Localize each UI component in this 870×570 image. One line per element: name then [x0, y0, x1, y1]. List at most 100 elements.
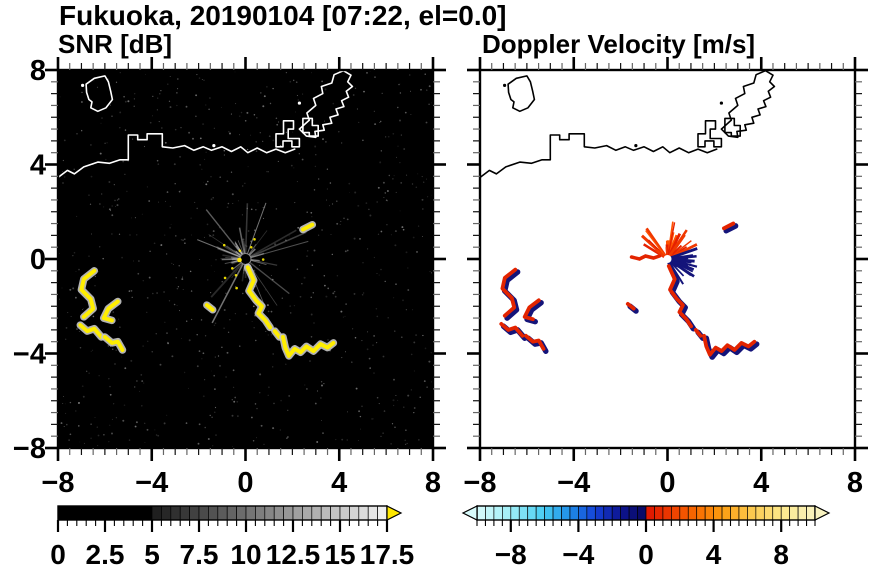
- speckle-dot: [255, 141, 257, 143]
- colorbar-cell: [679, 505, 689, 521]
- speckle-dot: [224, 230, 226, 232]
- speckle-dot: [292, 79, 295, 82]
- speckle-dot: [90, 437, 92, 440]
- speckle-dot: [296, 181, 298, 183]
- speckle-dot: [132, 138, 134, 140]
- colorbar-tick-label: 15: [324, 539, 355, 570]
- speckle-dot: [362, 292, 365, 294]
- speckle-dot: [73, 251, 76, 254]
- coastline-port-block: [697, 120, 723, 148]
- coastline: [480, 70, 776, 179]
- speckle-dot: [118, 233, 121, 235]
- coastline-port-block: [724, 117, 741, 137]
- coastline-islet: [634, 144, 638, 148]
- speckle-dot: [244, 120, 247, 122]
- speckle-dot: [262, 206, 264, 209]
- speckle-dot: [160, 127, 163, 129]
- speckle-dot: [312, 292, 314, 294]
- speckle-dot: [156, 292, 158, 294]
- echo-center-track: [245, 265, 273, 330]
- speckle-dot: [149, 250, 151, 252]
- speckle-dot: [288, 394, 291, 397]
- radar-ray: [210, 258, 247, 298]
- x-tick-label: −8: [463, 467, 496, 499]
- speckle-dot: [342, 316, 344, 318]
- speckle-dot: [124, 100, 127, 103]
- speckle-dot: [100, 122, 102, 124]
- speckle-dot: [410, 389, 412, 391]
- speckle-dot: [65, 327, 68, 329]
- speckle-dot: [270, 274, 272, 277]
- speckle-dot: [246, 148, 249, 151]
- speckle-dot: [111, 233, 113, 235]
- speckle-dot: [413, 412, 415, 414]
- speckle-dot: [244, 244, 246, 246]
- speckle-dot: [346, 439, 348, 441]
- speckle-dot: [119, 126, 121, 129]
- speckle-dot: [338, 130, 340, 133]
- speckle-dot: [293, 305, 295, 307]
- speckle-dot: [259, 392, 261, 394]
- colorbar-cell: [806, 505, 816, 521]
- speckle-dot: [80, 101, 83, 103]
- echo-positive-southeast-track: [702, 333, 757, 357]
- speckle-dot: [313, 189, 316, 191]
- speckle-dot: [83, 442, 85, 444]
- speckle-dot: [72, 255, 74, 257]
- speckle-dot: [124, 367, 127, 370]
- speckle-dot: [223, 309, 226, 311]
- speckle-dot: [196, 365, 199, 368]
- x-tick-label: 0: [237, 467, 253, 499]
- colorbar-cell: [104, 505, 115, 521]
- speckle-dot: [178, 265, 180, 267]
- speckle-dot: [119, 326, 121, 328]
- speckle-dot: [76, 132, 78, 135]
- speckle-dot: [357, 440, 359, 441]
- snr-colorbar: 0 2.5 5 7.5 10 12.5 15 17.5: [50, 505, 414, 570]
- speckle-dot: [190, 318, 193, 321]
- speckle-dot: [60, 422, 63, 425]
- speckle-dot: [231, 193, 234, 196]
- speckle-dot: [76, 328, 78, 330]
- speckle-dot: [97, 434, 100, 437]
- speckle-dot: [99, 203, 101, 205]
- speckle-dot: [214, 406, 217, 409]
- speckle-dot: [259, 92, 262, 94]
- speckle-dot: [376, 272, 378, 274]
- echo-small-echo-sw: [204, 303, 215, 312]
- speckle-dot: [181, 278, 184, 281]
- speckle-dot: [134, 425, 137, 428]
- speckle-dot: [293, 167, 295, 169]
- velocity-axis-ticks: [467, 57, 868, 461]
- speckle-dot: [256, 407, 258, 410]
- speckle-dot: [205, 183, 208, 186]
- speckle-dot: [81, 129, 83, 132]
- coastline-mainland: [480, 133, 718, 179]
- speckle-dot: [108, 378, 110, 380]
- coastline-port-block: [302, 117, 319, 137]
- speckle-dot: [369, 367, 371, 369]
- speckle-dot: [272, 278, 274, 281]
- speckle-dot: [336, 222, 339, 225]
- speckle-dot: [234, 313, 236, 315]
- speckle-dot: [341, 438, 344, 441]
- speckle-dot: [210, 176, 212, 178]
- speckle-dot: [397, 145, 399, 147]
- speckle-dot: [263, 443, 265, 446]
- speckle-dot: [144, 442, 146, 443]
- speckle-dot: [160, 244, 163, 246]
- speckle-dot: [262, 140, 264, 142]
- speckle-dot: [88, 372, 90, 374]
- speckle-dot: [213, 324, 216, 326]
- speckle-dot: [133, 98, 135, 100]
- speckle-dot: [390, 443, 392, 445]
- colorbar-tick-label: 0: [638, 539, 654, 570]
- speckle-dot: [384, 280, 386, 283]
- speckle-dot: [306, 388, 308, 390]
- speckle-dot: [86, 370, 88, 372]
- speckle-dot: [174, 128, 177, 131]
- colorbar-tick-label: −8: [495, 539, 527, 570]
- speckle-dot: [355, 387, 358, 390]
- speckle-dot: [322, 138, 324, 141]
- speckle-dot: [275, 208, 278, 210]
